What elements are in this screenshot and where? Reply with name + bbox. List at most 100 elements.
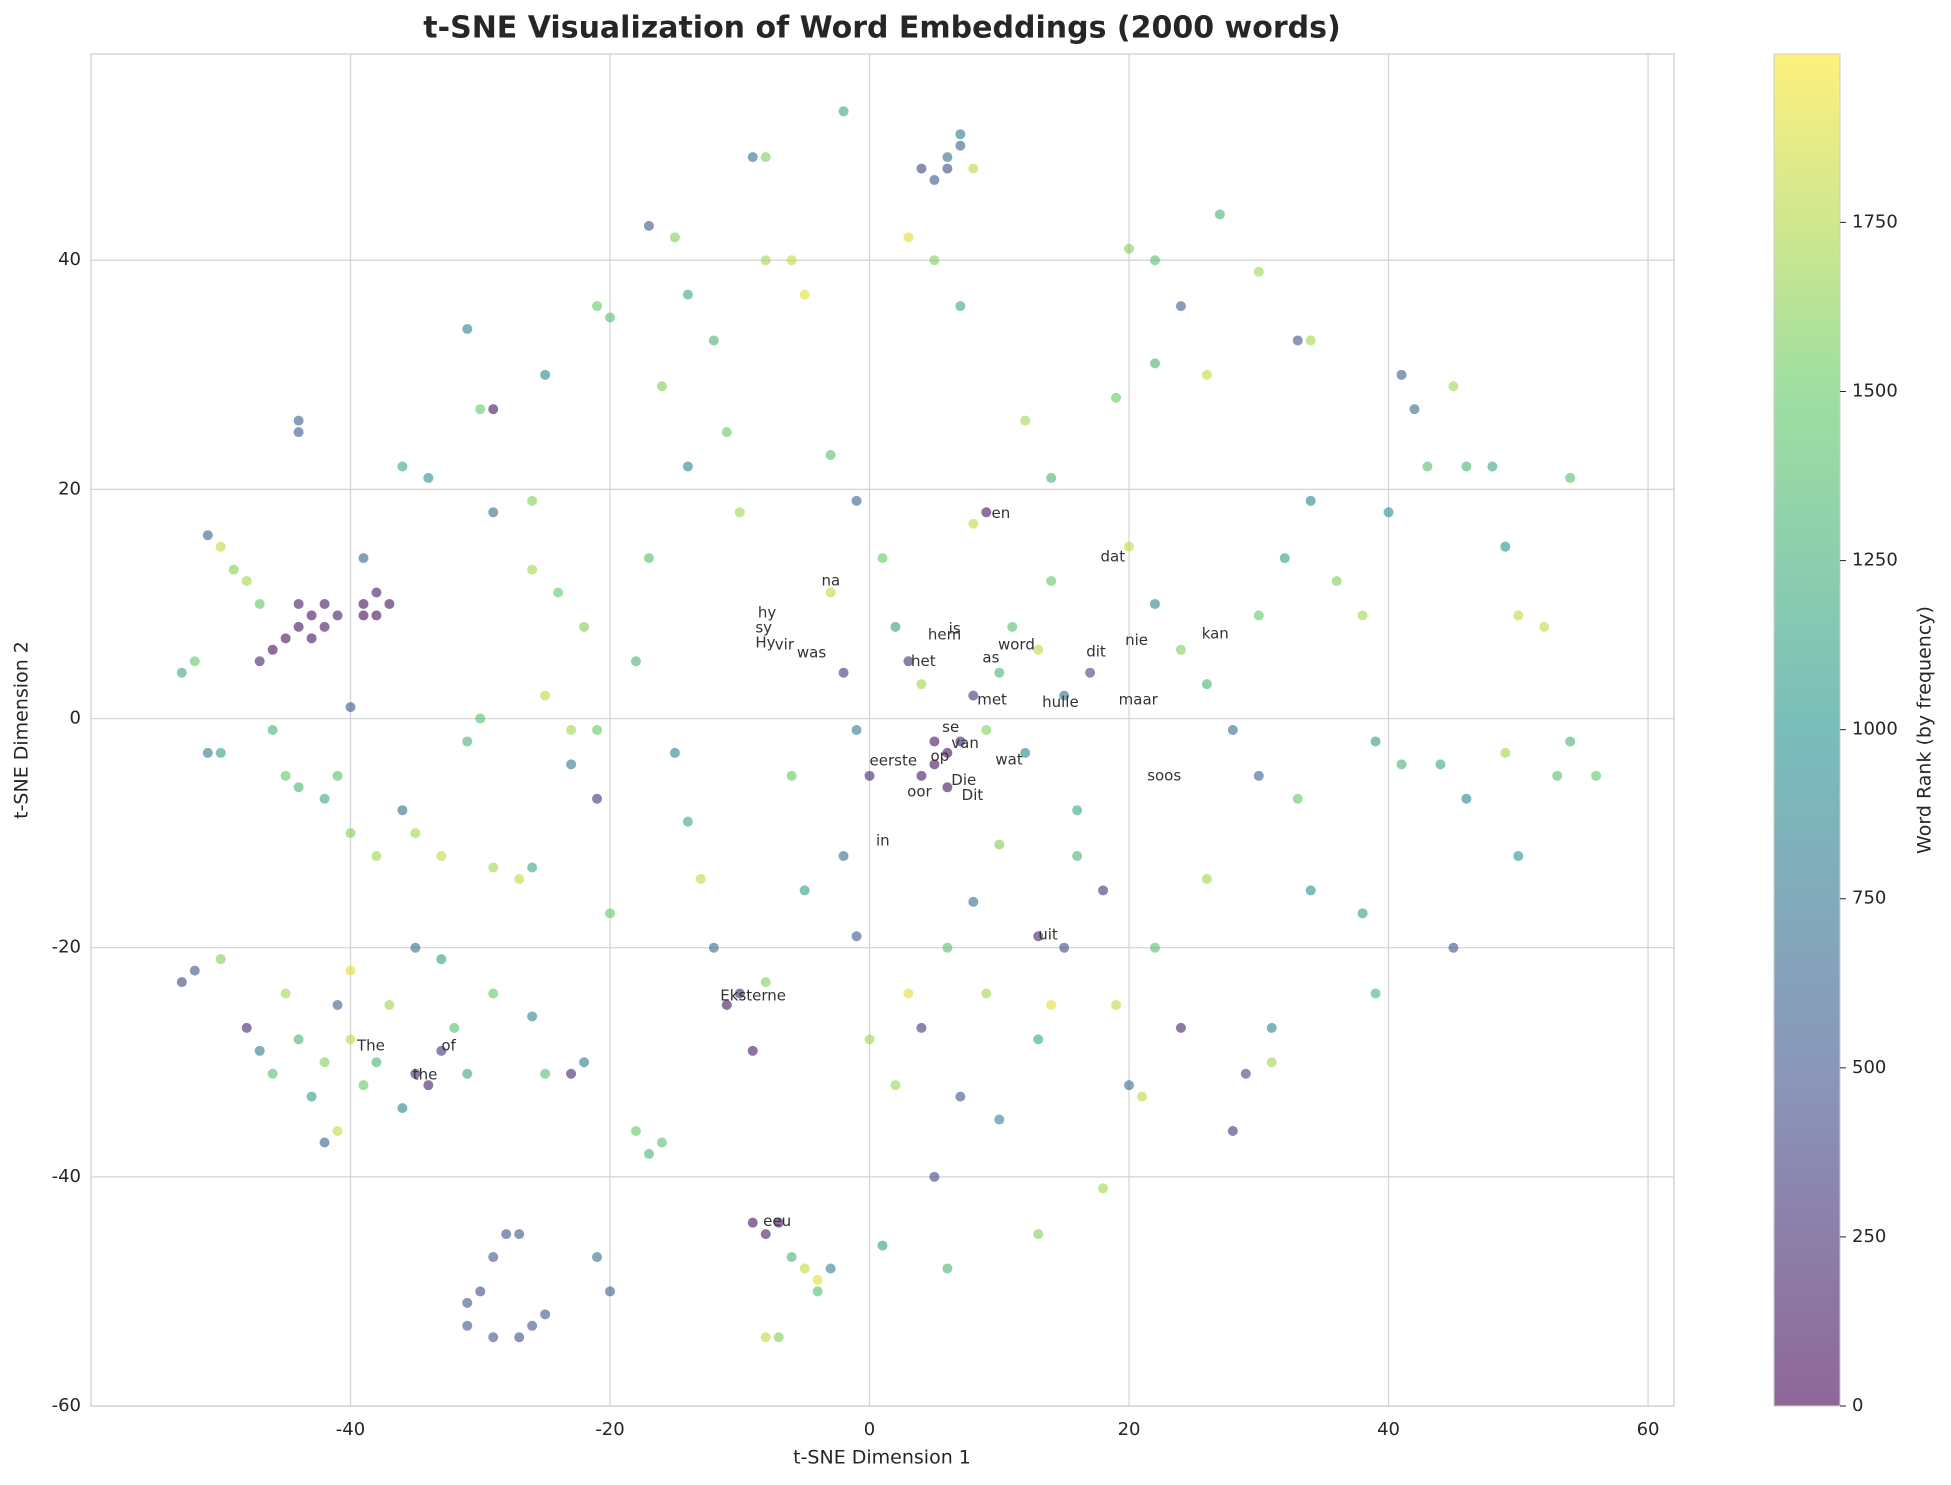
point: [293, 598, 304, 609]
point: [942, 163, 953, 174]
point: [1175, 1022, 1186, 1033]
point: [345, 828, 356, 839]
word-label: maar: [1119, 691, 1159, 709]
point: [1137, 1091, 1148, 1102]
word-label: as: [982, 648, 999, 666]
point: [994, 1114, 1005, 1125]
point: [1448, 942, 1459, 953]
word-label: The: [356, 1037, 385, 1055]
point: [1240, 1068, 1251, 1079]
point: [254, 656, 265, 667]
y-tick-label: 20: [58, 478, 81, 499]
point: [488, 862, 499, 873]
point: [436, 954, 447, 965]
point: [643, 553, 654, 564]
point: [527, 564, 538, 575]
point: [1124, 541, 1135, 552]
word-label: Die: [951, 771, 976, 789]
word-label: was: [797, 644, 826, 662]
point: [890, 621, 901, 632]
colorbar-tick-label: 1000: [1852, 719, 1898, 740]
point: [475, 1286, 486, 1297]
point: [1059, 690, 1070, 701]
point: [799, 289, 810, 300]
point: [514, 873, 525, 884]
point: [345, 702, 356, 713]
point: [929, 175, 940, 186]
y-tick-label: 40: [58, 249, 81, 270]
point: [773, 1217, 784, 1228]
point: [981, 988, 992, 999]
word-label: met: [977, 691, 1007, 709]
point: [540, 690, 551, 701]
point: [488, 1252, 499, 1263]
point: [786, 255, 797, 266]
point: [306, 610, 317, 621]
point: [579, 621, 590, 632]
point: [851, 495, 862, 506]
point: [501, 1229, 512, 1240]
point: [1383, 507, 1394, 518]
point: [1513, 851, 1524, 862]
word-label: of: [441, 1037, 456, 1055]
point: [760, 152, 771, 163]
point: [1253, 770, 1264, 781]
point: [423, 472, 434, 483]
word-label: oor: [907, 782, 932, 800]
point: [825, 587, 836, 598]
point: [1591, 770, 1602, 781]
point: [540, 1068, 551, 1079]
colorbar-tick-label: 500: [1852, 1057, 1886, 1078]
point: [1253, 266, 1264, 277]
point: [916, 163, 927, 174]
point: [475, 713, 486, 724]
point: [1396, 759, 1407, 770]
word-label: kan: [1202, 624, 1229, 642]
point: [423, 1080, 434, 1091]
point: [462, 1320, 473, 1331]
colorbar-tick-label: 1750: [1852, 211, 1898, 232]
point: [916, 679, 927, 690]
point: [345, 965, 356, 976]
point: [1007, 621, 1018, 632]
point: [1227, 725, 1238, 735]
point: [916, 1022, 927, 1033]
word-label: eeu: [763, 1212, 791, 1230]
point: [812, 1286, 823, 1297]
point: [1098, 1183, 1109, 1194]
word-label: hy: [758, 604, 777, 622]
point: [695, 873, 706, 884]
point: [1072, 805, 1083, 816]
point: [968, 518, 979, 529]
point: [449, 1022, 460, 1033]
point: [540, 1309, 551, 1320]
point: [773, 1332, 784, 1343]
point: [1370, 988, 1381, 999]
point: [760, 255, 771, 266]
point: [864, 1034, 875, 1045]
point: [410, 828, 421, 839]
point: [358, 598, 369, 609]
point: [332, 610, 343, 621]
point: [319, 621, 330, 632]
point: [371, 610, 382, 621]
point: [981, 725, 992, 735]
point: [955, 736, 966, 747]
point: [838, 667, 849, 678]
point: [851, 725, 862, 735]
point: [215, 747, 226, 758]
point: [1033, 931, 1044, 942]
point: [462, 1297, 473, 1308]
point: [851, 931, 862, 942]
point: [1046, 576, 1057, 587]
point: [682, 816, 693, 827]
point: [825, 1263, 836, 1274]
y-tick-label: -60: [52, 1395, 81, 1416]
point: [1331, 576, 1342, 587]
point: [786, 770, 797, 781]
point: [1357, 610, 1368, 621]
point: [293, 782, 304, 793]
point: [786, 1252, 797, 1263]
point: [721, 999, 732, 1010]
